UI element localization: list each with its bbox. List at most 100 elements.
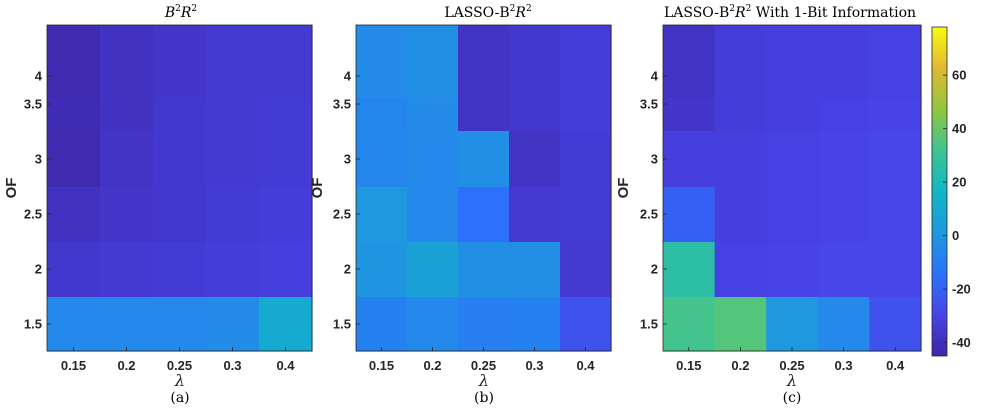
panel-b-cell-r4-c1 [407, 242, 459, 298]
panel-c-cell-r1-c2 [766, 98, 819, 132]
panel-b-xtick-label: 0.4 [576, 358, 595, 373]
panel-b-xlabel: λ [478, 371, 489, 390]
panel-b-cell-r0-c4 [560, 25, 612, 99]
panel-c-cell-r1-c0 [663, 98, 716, 132]
panel-a-ytick-label: 4 [35, 69, 43, 84]
panel-a-cell-r5-c0 [47, 297, 101, 352]
panel-b-cell-r2-c1 [407, 131, 459, 188]
panel-c-heatmap [663, 25, 922, 352]
panel-b-cell-r0-c0 [356, 25, 408, 99]
panel-a-cell-r1-c4 [259, 98, 313, 132]
panel-b-cell-r0-c2 [458, 25, 510, 99]
panel-b-ticks: 0.15 0.2 0.25 0.3 0.4 4 3.5 3 2.5 2 1.5 [333, 69, 595, 374]
panel-b-cell-r2-c4 [560, 131, 612, 188]
panel-a-cell-r0-c2 [153, 25, 207, 99]
panel-c-ytick-label: 2 [651, 262, 658, 277]
panel-a-xtick-label: 0.2 [117, 358, 135, 373]
panel-b-cell-r2-c2 [458, 131, 510, 188]
panel-a-caption: (a) [170, 390, 189, 406]
panel-b-ytick-label: 1.5 [333, 317, 351, 332]
panel-a-cell-r0-c0 [47, 25, 101, 99]
panel-a-cell-r2-c4 [259, 131, 313, 188]
panel-a-title: B2R2 [164, 4, 197, 21]
panel-a-cell-r1-c0 [47, 98, 101, 132]
panel-c-title: LASSO-B2R2 With 1-Bit Information [664, 4, 916, 21]
panel-a-ytick-label: 2 [35, 262, 42, 277]
panel-b-xtick-label: 0.25 [471, 358, 496, 373]
panel-a-ticks: 0.15 0.2 0.25 0.3 0.4 4 3.5 3 2.5 2 1.5 [24, 69, 295, 374]
panel-a-cell-r0-c4 [259, 25, 313, 99]
panel-c-caption: (c) [783, 390, 802, 406]
panel-a-cell-r2-c1 [100, 131, 154, 188]
panel-b-ytick-label: 2.5 [333, 207, 351, 222]
panel-a-cell-r4-c4 [259, 242, 313, 298]
panel-c-cell-r1-c3 [817, 98, 870, 132]
panel-a-ytick-label: 3 [35, 152, 42, 167]
panel-b-cell-r0-c1 [407, 25, 459, 99]
panel-a-cell-r4-c0 [47, 242, 101, 298]
panel-b-cell-r4-c4 [560, 242, 612, 298]
panel-b-cell-r5-c2 [458, 297, 510, 352]
colorbar-tick-label: 40 [952, 121, 966, 136]
panel-b-heatmap [356, 25, 612, 352]
panel-b-cell-r3-c3 [509, 187, 561, 243]
panel-a-cell-r2-c2 [153, 131, 207, 188]
panel-b-ytick-label: 4 [344, 69, 352, 84]
panel-a: B2R2 0.15 0.2 0.25 0.3 0.443.532.521.5 OF λ … [3, 4, 313, 406]
panel-b-title: LASSO-B2R2 [444, 4, 531, 21]
panel-c-cell-r0-c0 [663, 25, 716, 99]
panel-c: LASSO-B2R2 With 1-Bit Information 0.15 0.… [615, 4, 922, 406]
panel-a-xtick-label: 0.15 [61, 358, 86, 373]
panel-a-ytick-label: 3.5 [24, 97, 42, 112]
panel-a-ytick-label: 2.5 [24, 207, 42, 222]
panel-b-cell-r5-c0 [356, 297, 408, 352]
panel-c-cell-r4-c4 [869, 242, 922, 298]
colorbar-tick-label: -40 [952, 335, 971, 350]
panel-a-cell-r5-c2 [153, 297, 207, 352]
panel-a-cell-r2-c3 [206, 131, 260, 188]
panel-a-xtick-label: 0.3 [223, 358, 241, 373]
panel-b-cell-r3-c0 [356, 187, 408, 243]
panel-b-cell-r1-c1 [407, 98, 459, 132]
panel-c-cell-r1-c4 [869, 98, 922, 132]
panel-b-xtick-label: 0.2 [423, 358, 441, 373]
panel-c-cell-r3-c2 [766, 187, 819, 243]
panel-b-cell-r3-c2 [458, 187, 510, 243]
panel-a-cell-r1-c3 [206, 98, 260, 132]
panel-c-cell-r0-c2 [766, 25, 819, 99]
panel-c-cell-r0-c3 [817, 25, 870, 99]
panel-c-xtick-label: 0.3 [835, 358, 853, 373]
panel-a-cell-r3-c0 [47, 187, 101, 243]
panel-b: LASSO-B2R2 0.15 0.2 0.25 0.3 0.4 4 3.5 3 2.5 2 1.5… [309, 4, 612, 406]
panel-a-cell-r5-c3 [206, 297, 260, 352]
panel-b-cell-r3-c4 [560, 187, 612, 243]
panel-a-cell-r0-c3 [206, 25, 260, 99]
panel-b-cell-r2-c0 [356, 131, 408, 188]
panel-c-cell-r2-c4 [869, 131, 922, 188]
panel-c-cell-r2-c2 [766, 131, 819, 188]
panel-c-cell-r4-c1 [714, 242, 767, 298]
panel-c-ytick-label: 1.5 [640, 317, 658, 332]
panel-c-cell-r2-c1 [714, 131, 767, 188]
panel-b-cell-r5-c1 [407, 297, 459, 352]
panel-c-cell-r4-c2 [766, 242, 819, 298]
panel-c-ytick-label: 4 [651, 69, 659, 84]
panel-a-cell-r4-c3 [206, 242, 260, 298]
panel-b-cell-r2-c3 [509, 131, 561, 188]
panel-c-xtick-label: 0.25 [779, 358, 804, 373]
panel-a-cell-r2-c0 [47, 131, 101, 188]
panel-a-cell-r3-c3 [206, 187, 260, 243]
panel-b-cell-r1-c0 [356, 98, 408, 132]
panel-b-ytick-label: 3.5 [333, 97, 351, 112]
colorbar-tick-label: 20 [952, 175, 966, 190]
panel-c-cell-r2-c0 [663, 131, 716, 188]
panel-b-xtick-label: 0.3 [525, 358, 543, 373]
panel-c-cell-r5-c0 [663, 297, 716, 352]
panel-a-xlabel: λ [174, 371, 185, 390]
panel-a-ylabel: OF [3, 178, 20, 199]
panel-c-cell-r5-c1 [714, 297, 767, 352]
panel-b-cell-r4-c0 [356, 242, 408, 298]
panel-c-cell-r1-c1 [714, 98, 767, 132]
panel-b-cell-r4-c2 [458, 242, 510, 298]
